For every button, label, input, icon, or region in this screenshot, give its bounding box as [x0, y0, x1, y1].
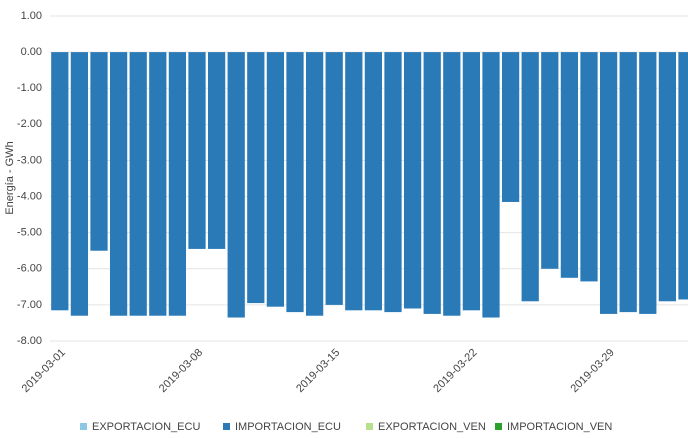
bar [403, 52, 422, 309]
bar [227, 52, 245, 318]
bar [70, 52, 89, 316]
bar [560, 52, 579, 278]
bars [51, 52, 688, 318]
bar [149, 52, 167, 316]
legend-swatch [495, 423, 502, 430]
y-tick-label: -6.00 [17, 263, 42, 275]
legend-swatch [366, 423, 373, 430]
bar [325, 52, 343, 305]
bar [580, 52, 598, 282]
legend-label: EXPORTACION_ECU [92, 421, 200, 433]
legend-swatch [80, 423, 87, 430]
bar [364, 52, 383, 311]
legend-label: IMPORTACION_ECU [235, 421, 341, 433]
bar [168, 52, 187, 316]
y-tick-label: -2.00 [17, 118, 42, 130]
bar [286, 52, 304, 313]
x-tick-label: 2019-03-08 [157, 347, 205, 395]
bar [619, 52, 637, 313]
y-tick-label: -3.00 [17, 154, 42, 166]
bar [482, 52, 500, 318]
bar [501, 52, 520, 202]
bar [247, 52, 265, 304]
y-tick-label: 1.00 [21, 10, 42, 22]
bar [462, 52, 481, 311]
bar [599, 52, 618, 314]
bar [423, 52, 441, 314]
x-tick-label: 2019-03-01 [20, 347, 68, 395]
bar [188, 52, 206, 249]
x-tick-label: 2019-03-15 [294, 347, 342, 395]
bar [678, 52, 688, 300]
bar [109, 52, 128, 316]
y-tick-label: -8.00 [17, 335, 42, 347]
legend-label: EXPORTACION_VEN [378, 421, 486, 433]
y-tick-label: -7.00 [17, 299, 42, 311]
legend-label: IMPORTACION_VEN [507, 421, 612, 433]
y-tick-label: 0.00 [21, 46, 42, 58]
bar [129, 52, 147, 316]
bar [541, 52, 559, 269]
bar [266, 52, 285, 307]
bar [345, 52, 363, 311]
x-tick-label: 2019-03-29 [568, 347, 616, 395]
bar [384, 52, 402, 313]
y-tick-label: -4.00 [17, 190, 42, 202]
bar [639, 52, 657, 314]
bar [90, 52, 108, 251]
bar [207, 52, 226, 249]
y-axis-label: Energía - GWh [4, 141, 16, 214]
bar [521, 52, 539, 302]
y-tick-label: -5.00 [17, 227, 42, 239]
bar [658, 52, 677, 302]
bar [51, 52, 69, 311]
bar [305, 52, 324, 316]
bar [443, 52, 461, 316]
y-tick-label: -1.00 [17, 82, 42, 94]
legend-swatch [223, 423, 230, 430]
x-tick-label: 2019-03-22 [431, 347, 479, 395]
